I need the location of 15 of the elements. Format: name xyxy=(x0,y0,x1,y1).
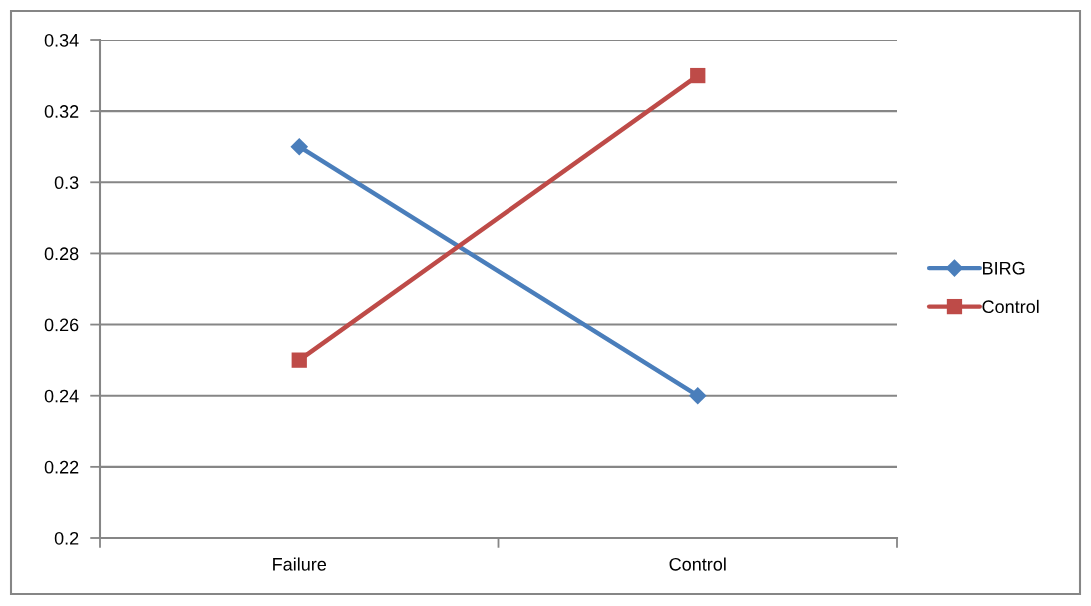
legend-label: Control xyxy=(982,299,1039,314)
y-tick-label: 0.2 xyxy=(54,531,79,545)
y-tick-label: 0.28 xyxy=(44,247,79,261)
legend-label: BIRG xyxy=(983,261,1025,275)
y-tick-label: 0.22 xyxy=(44,460,79,474)
point xyxy=(291,352,307,368)
point xyxy=(290,137,309,156)
y-tick-label: 0.3 xyxy=(54,176,79,190)
y-tick-label: 0.32 xyxy=(44,105,79,118)
y-tick-label: 0.26 xyxy=(44,318,79,332)
point xyxy=(688,386,707,405)
point xyxy=(690,67,706,84)
x-tick-label: Failure xyxy=(273,557,327,571)
y-tick-label: 0.34 xyxy=(44,33,79,47)
y-tick-label: 0.24 xyxy=(44,389,79,403)
